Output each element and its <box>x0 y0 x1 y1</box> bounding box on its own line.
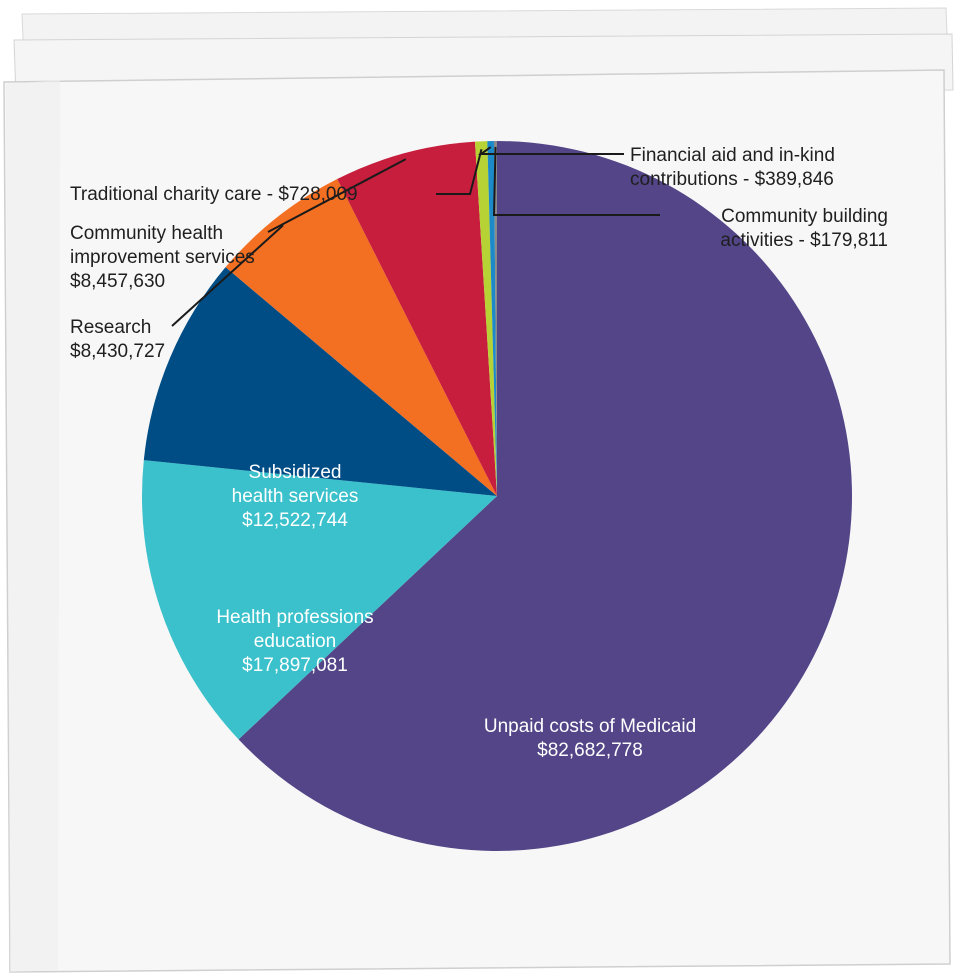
callout-community-health: Community health improvement services $8… <box>70 223 255 292</box>
leader-charity-care <box>436 149 483 195</box>
callout-research: Research $8,430,727 <box>70 317 166 362</box>
leader-financial-aid <box>477 146 624 155</box>
pie-chart <box>141 140 852 851</box>
callout-financial-aid: Financial aid and in-kind contributions … <box>630 145 835 190</box>
callout-community-building: Community building activities - $179,811 <box>720 206 888 251</box>
pie-slice-medicaid <box>238 141 852 851</box>
slice-label-subsidized: Subsidized health services $12,522,744 <box>231 462 359 531</box>
pie-slice-community-building <box>493 140 497 496</box>
leader-community-building <box>492 146 660 216</box>
slice-label-medicaid: Unpaid costs of Medicaid $82,682,778 <box>483 716 697 761</box>
pie-slice-subsidized <box>143 267 497 496</box>
callout-charity-care: Traditional charity care - $728,009 <box>70 184 358 205</box>
slice-label-health-professions: Health professions education $17,897,081 <box>216 607 374 676</box>
pie-slice-research <box>225 178 497 497</box>
pie-slice-charity-care <box>474 141 497 496</box>
pie-slice-financial-aid <box>487 141 497 496</box>
leader-research <box>171 224 284 327</box>
callout-leader-lines <box>171 146 660 327</box>
pie-slice-health-professions <box>141 460 497 740</box>
leader-community-health <box>267 158 407 233</box>
pie-slice-community-health <box>337 141 497 496</box>
